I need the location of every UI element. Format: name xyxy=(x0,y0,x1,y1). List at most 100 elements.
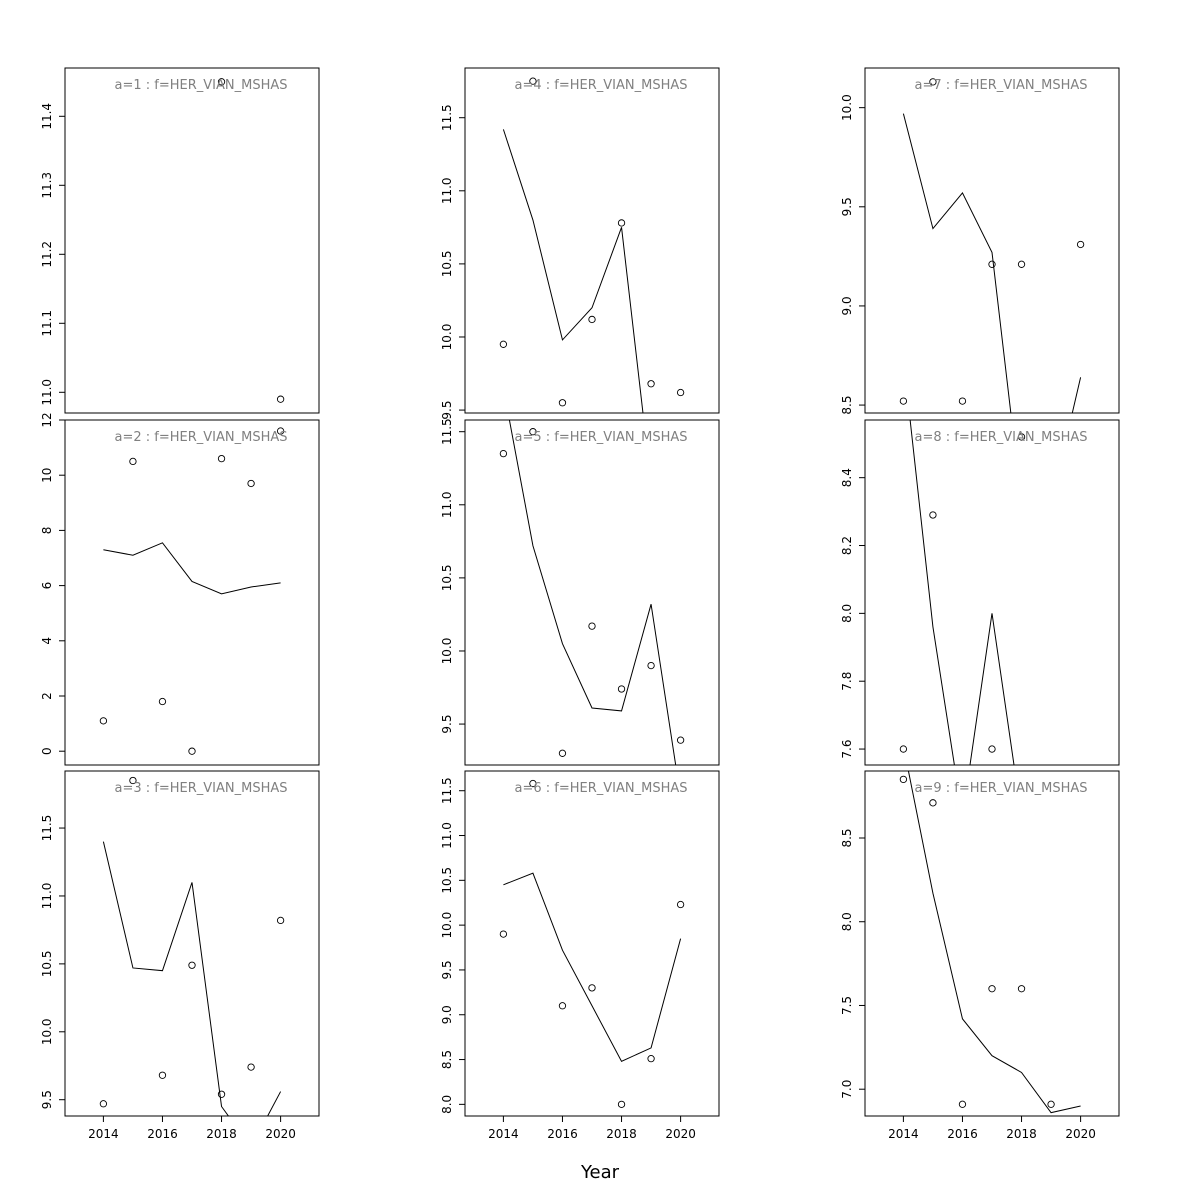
observed-point xyxy=(617,685,626,693)
panel-title: a=1 : f=HER_VIAN_MSHAS xyxy=(115,78,288,93)
observed-point xyxy=(588,622,596,630)
y-tick-label: 11.5 xyxy=(440,418,454,445)
y-tick-label: 11.0 xyxy=(440,177,454,204)
y-tick-label: 8.4 xyxy=(840,468,854,487)
y-tick-label: 9.5 xyxy=(440,401,454,420)
y-tick-label: 10.5 xyxy=(440,867,454,894)
observed-point xyxy=(558,749,567,757)
observed-point xyxy=(158,697,167,706)
y-tick-label: 11.0 xyxy=(40,883,54,910)
observed-point xyxy=(247,1063,255,1071)
y-tick-label: 9.0 xyxy=(840,296,854,315)
panel-a2: 0 2 4 6 8 10 12 a=2 : f=HER_VIAN_MSHAS xyxy=(40,412,320,766)
observed-point xyxy=(988,985,996,993)
panel-a1: 11.0 11.1 11.2 11.3 11.4 a=1 : f=HER_VIAN_MSH… xyxy=(40,67,320,414)
observed-point xyxy=(676,900,685,909)
y-tick-label: 0 xyxy=(40,747,54,755)
observed-point xyxy=(558,1002,567,1010)
panel-plot-area xyxy=(217,78,285,403)
x-tick-label: 2016 xyxy=(547,1127,578,1141)
panel-title: a=8 : f=HER_VIAN_MSHAS xyxy=(915,430,1088,445)
panel-title: a=4 : f=HER_VIAN_MSHAS xyxy=(515,78,688,93)
observed-point xyxy=(588,984,596,992)
y-tick-label: 12 xyxy=(40,412,54,427)
observed-point xyxy=(99,1100,108,1108)
observed-point xyxy=(988,745,996,753)
fitted-line xyxy=(502,129,644,413)
y-tick-label: 8.0 xyxy=(440,1095,454,1114)
x-tick-label: 2020 xyxy=(665,1127,696,1141)
y-tick-label: 7.5 xyxy=(840,996,854,1015)
x-tick-label: 2016 xyxy=(947,1127,978,1141)
y-tick-label: 10.0 xyxy=(440,324,454,351)
x-axis-title: Year xyxy=(580,1162,620,1183)
observed-point xyxy=(276,427,285,435)
y-tick-label: 10.5 xyxy=(440,251,454,278)
x-tick-label: 2018 xyxy=(1006,1127,1037,1141)
observed-point xyxy=(617,219,626,227)
observed-point xyxy=(899,775,908,784)
y-tick-label: 10.0 xyxy=(840,94,854,121)
observed-point xyxy=(276,916,285,925)
observed-point xyxy=(647,380,655,388)
panel-frame xyxy=(64,770,320,1117)
y-tick-label: 11.5 xyxy=(440,777,454,804)
observed-point xyxy=(217,454,226,463)
fitted-line xyxy=(503,872,682,1062)
panel-plot-area xyxy=(499,420,685,765)
observed-point xyxy=(499,340,508,348)
observed-point xyxy=(647,1054,655,1063)
y-tick-label: 8.5 xyxy=(840,828,854,847)
panel-a7: 8.5 9.0 9.5 10.0 a=7 : f=HER_VIAN_MSHAS xyxy=(840,67,1120,415)
panel-a6: 8.0 8.5 9.0 9.5 10.0 10.5 11.0 11.5 2014 2016 2018… xyxy=(440,770,720,1141)
panel-title: a=9 : f=HER_VIAN_MSHAS xyxy=(915,781,1088,796)
y-tick-label: 11.0 xyxy=(440,822,454,849)
x-tick-label: 2020 xyxy=(265,1127,296,1141)
panel-plot-area xyxy=(899,78,1085,413)
y-tick-label: 10.0 xyxy=(40,1018,54,1045)
y-tick-label: 7.6 xyxy=(840,740,854,759)
panel-frame xyxy=(64,67,320,414)
observed-point xyxy=(499,930,508,938)
observed-point xyxy=(958,397,967,405)
observed-point xyxy=(929,511,937,519)
observed-point xyxy=(1047,1100,1055,1108)
y-tick-label: 9.5 xyxy=(40,1090,54,1109)
observed-point xyxy=(529,428,537,436)
observed-point xyxy=(1017,260,1026,268)
observed-point xyxy=(129,776,137,785)
observed-point xyxy=(1076,240,1085,249)
y-tick-label: 2 xyxy=(40,692,54,700)
y-tick-label: 10.0 xyxy=(440,638,454,665)
y-tick-label: 8.5 xyxy=(440,1050,454,1069)
y-tick-label: 11.4 xyxy=(40,103,54,130)
panel-title: a=7 : f=HER_VIAN_MSHAS xyxy=(915,78,1088,93)
panel-plot-area xyxy=(499,779,685,1109)
fitted-line xyxy=(508,420,677,765)
y-tick-label: 9.5 xyxy=(440,960,454,979)
panel-frame xyxy=(864,419,1120,766)
observed-point xyxy=(899,397,908,405)
y-tick-label: 10.5 xyxy=(440,565,454,592)
y-tick-label: 7.8 xyxy=(840,672,854,691)
y-tick-label: 10 xyxy=(40,468,54,483)
observed-point xyxy=(676,736,685,744)
panel-title: a=3 : f=HER_VIAN_MSHAS xyxy=(115,781,288,796)
observed-point xyxy=(929,799,937,807)
observed-point xyxy=(529,779,537,788)
y-tick-label: 8.5 xyxy=(840,396,854,415)
y-tick-label: 11.3 xyxy=(40,172,54,199)
x-tick-label: 2016 xyxy=(147,1127,178,1141)
y-tick-label: 4 xyxy=(40,637,54,645)
observed-point xyxy=(217,78,226,86)
observed-point xyxy=(588,315,596,324)
observed-point xyxy=(276,395,285,403)
observed-point xyxy=(99,717,108,725)
y-tick-label: 10.5 xyxy=(40,951,54,978)
panel-a3: 9.5 10.0 10.5 11.0 11.5 2014 2016 2018 2020 a=3 :… xyxy=(40,770,320,1141)
x-tick-label: 2020 xyxy=(1065,1127,1096,1141)
observed-point xyxy=(529,77,537,85)
fitted-line xyxy=(102,841,282,1116)
y-tick-label: 11.2 xyxy=(40,241,54,268)
